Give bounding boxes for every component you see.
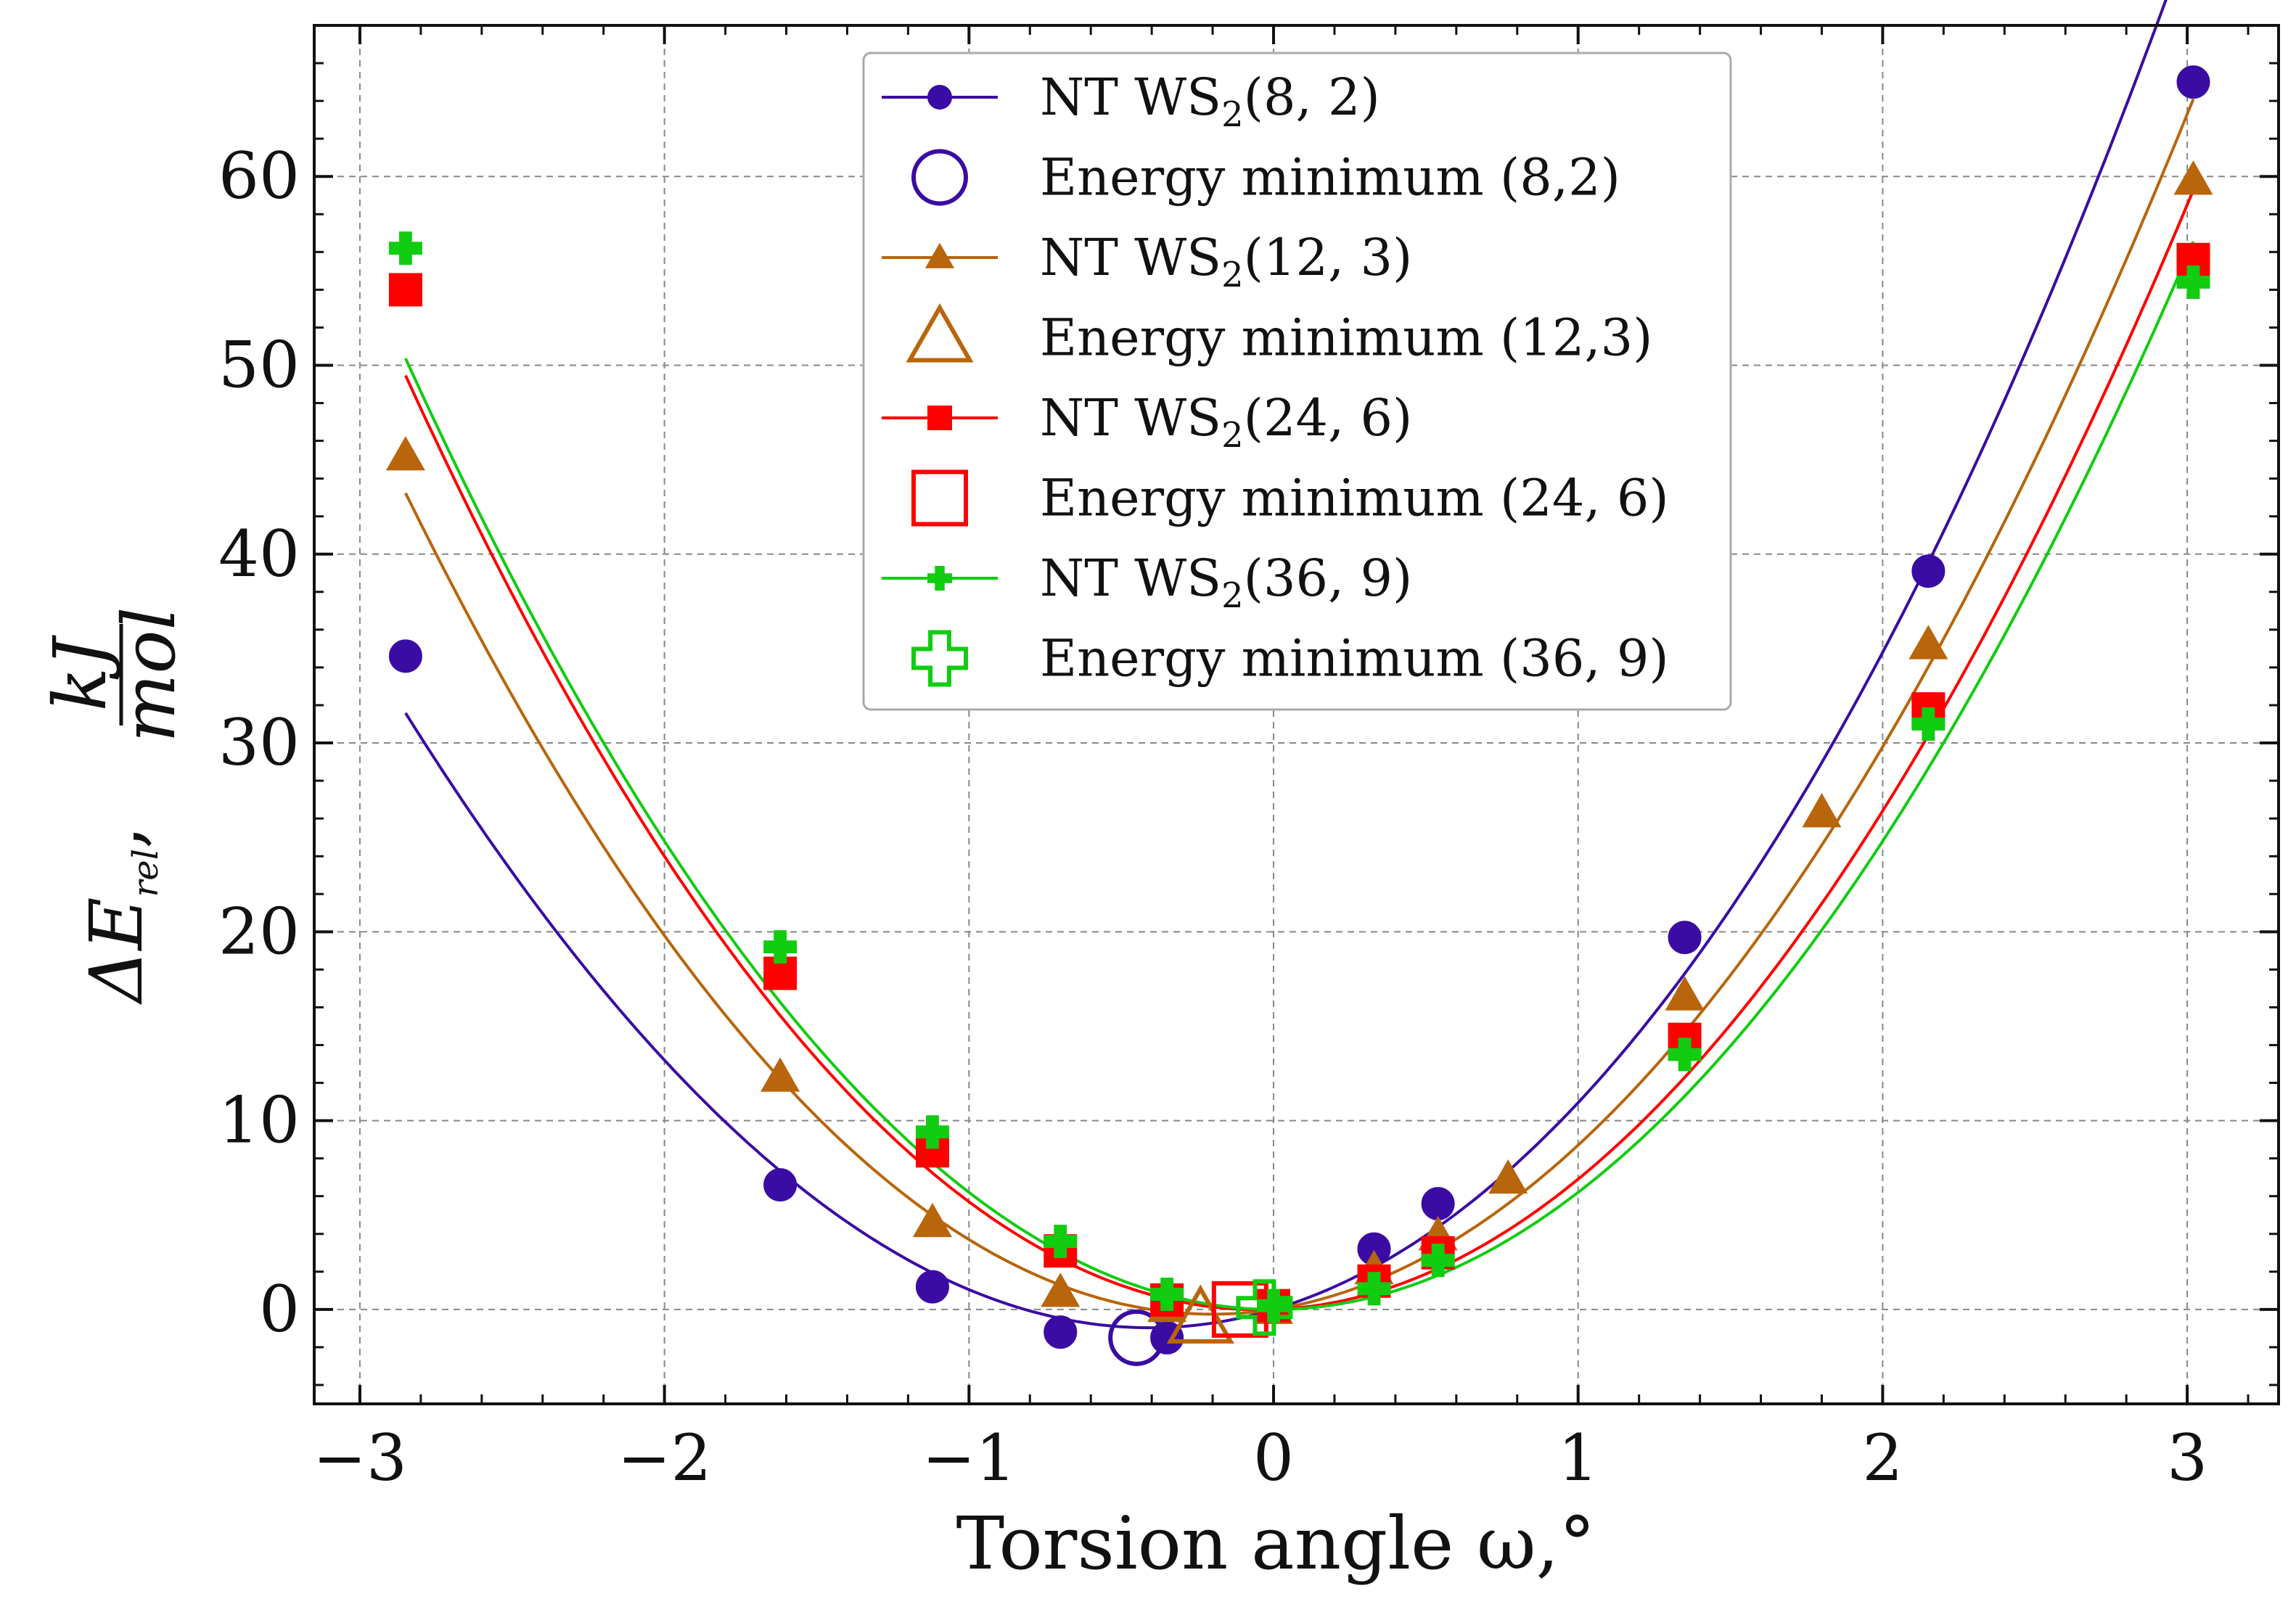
legend-minimum-marker [911, 630, 968, 687]
legend: NT WS2(8, 2) Energy minimum (8,2) NT WS2(1… [862, 52, 1732, 711]
data-point [1668, 921, 1702, 955]
data-point [1041, 1273, 1081, 1307]
energy-minimum-marker [1236, 1279, 1293, 1336]
x-tick-label: −2 [618, 1421, 712, 1495]
fit-curve [404, 0, 2168, 1330]
data-point [915, 1270, 949, 1304]
data-point [760, 1057, 800, 1092]
y-tick-label: 40 [218, 517, 300, 591]
data-point [1665, 976, 1705, 1011]
data-point [1421, 1244, 1455, 1278]
x-tick-label: 1 [1558, 1421, 1599, 1495]
legend-minimum-marker [911, 149, 968, 206]
x-tick-label: 2 [1862, 1421, 1903, 1495]
y-label-num: kJ [38, 635, 123, 712]
fit-curves [404, 0, 2195, 1330]
legend-minimum-marker [911, 469, 968, 527]
grid [314, 25, 2279, 1404]
y-label-sub: rel [126, 849, 166, 897]
legend-minimum-label: Energy minimum (8,2) [1040, 148, 1620, 207]
y-label-den: mol [107, 607, 192, 742]
legend-label: NT WS2(24, 6) [1040, 388, 1412, 456]
data-point [1421, 1187, 1455, 1221]
y-axis-label: ΔErel, kJ mol [38, 607, 192, 1005]
data-point [1488, 1159, 1528, 1194]
fit-curve [404, 98, 2195, 1316]
data-point [1044, 1315, 1078, 1349]
x-tick-label: 3 [2167, 1421, 2207, 1495]
legend-minimum-label: Energy minimum (36, 9) [1040, 629, 1669, 689]
y-tick-label: 0 [259, 1272, 300, 1347]
svg-text:ΔErel,: ΔErel, [74, 826, 166, 1006]
data-markers [385, 65, 2213, 1366]
data-point [2176, 265, 2210, 299]
y-tick-labels: 0 10 20 30 40 50 60 [218, 139, 300, 1347]
legend-marker [927, 566, 952, 591]
data-point [1150, 1278, 1184, 1312]
legend-minimum-label: Energy minimum (12,3) [1040, 308, 1652, 368]
plot-frame [313, 24, 2280, 1405]
y-label-prefix: ΔE [74, 897, 159, 1006]
legend-label: NT WS2(36, 9) [1040, 548, 1412, 616]
fit-curve [404, 241, 2195, 1311]
energy-minimum-marker [1108, 1309, 1165, 1366]
data-point [2176, 65, 2210, 99]
axis-ticks [314, 25, 2279, 1404]
x-tick-label: 0 [1253, 1421, 1294, 1495]
data-point [388, 273, 422, 307]
y-tick-label: 10 [218, 1083, 300, 1158]
legend-marker [927, 85, 952, 110]
x-tick-labels: −3 −2 −1 0 1 2 3 [313, 1421, 2207, 1495]
legend-minimum-label: Energy minimum (24, 6) [1040, 469, 1669, 528]
data-point [1357, 1272, 1391, 1306]
data-point [1908, 625, 1948, 659]
x-tick-label: −1 [922, 1421, 1016, 1495]
data-point [1911, 707, 1946, 741]
data-point [912, 1202, 952, 1238]
y-tick-label: 60 [218, 139, 300, 213]
y-tick-label: 50 [218, 327, 300, 402]
data-point [763, 1168, 798, 1202]
y-tick-label: 30 [218, 705, 300, 780]
data-point [1668, 1037, 1702, 1072]
x-tick-label: −3 [313, 1421, 407, 1495]
y-label-sep: , [74, 826, 159, 849]
y-tick-label: 20 [218, 894, 300, 969]
legend-label: NT WS2(12, 3) [1040, 228, 1412, 295]
data-point [2173, 160, 2213, 195]
data-point [1911, 554, 1946, 588]
legend-marker [927, 406, 952, 430]
data-point [763, 930, 798, 964]
data-point [1044, 1225, 1078, 1259]
data-point [385, 436, 425, 471]
data-point [1802, 793, 1842, 828]
legend-marker [924, 242, 955, 268]
legend-minimum-marker [906, 303, 974, 363]
data-point [388, 639, 422, 673]
data-point [915, 1115, 949, 1149]
legend-label: NT WS2(8, 2) [1040, 67, 1380, 135]
data-point [388, 231, 422, 266]
x-axis-label: Torsion angle ω,° [956, 1501, 1596, 1586]
legend-box [862, 52, 1732, 711]
